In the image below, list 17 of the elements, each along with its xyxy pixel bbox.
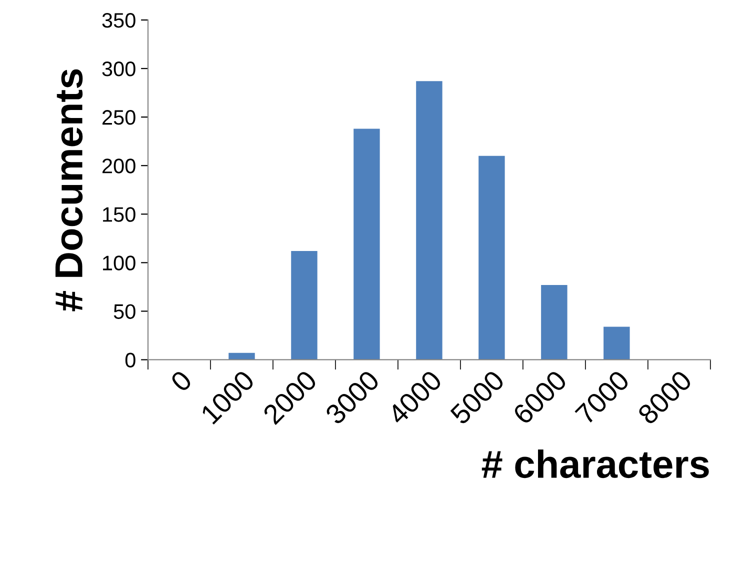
bar [354, 128, 380, 360]
y-tick-label: 200 [102, 158, 136, 174]
y-tick-label: 350 [102, 12, 136, 28]
x-axis-title: # characters [482, 450, 709, 478]
bar [291, 251, 318, 360]
y-axis-title: # Documents [56, 69, 83, 312]
y-tick-label: 0 [125, 352, 136, 368]
y-tick-label: 250 [102, 110, 136, 125]
bar [478, 156, 505, 360]
bar [416, 81, 442, 360]
y-tick-label: 150 [103, 207, 136, 222]
y-tick-label: 50 [114, 304, 136, 319]
bar [604, 326, 630, 360]
y-tick-label: 300 [102, 62, 136, 76]
bar [541, 284, 568, 360]
x-tick-label: 0 [170, 369, 193, 393]
y-tick-label: 100 [103, 256, 136, 270]
